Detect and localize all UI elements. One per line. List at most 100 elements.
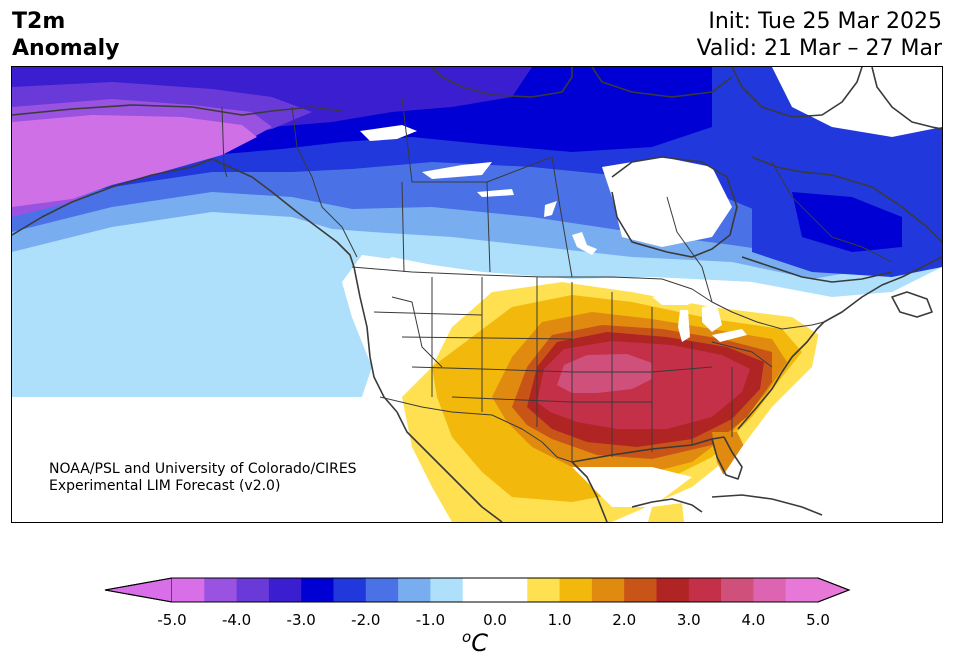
colorbar-segments — [104, 577, 851, 603]
coast-alaska-north — [12, 104, 343, 116]
colorbar-segment — [624, 578, 657, 602]
colorbar-segment — [333, 578, 367, 602]
colorbar-segment — [172, 578, 205, 602]
coast-bc — [211, 158, 355, 268]
colorbar-segment — [204, 578, 238, 602]
border-us-state-12 — [711, 341, 773, 368]
credit-text: NOAA/PSL and University of Colorado/CIRE… — [49, 461, 357, 495]
units-degree: o — [462, 628, 472, 646]
lake-reindeer — [544, 201, 557, 217]
colorbar-segment — [430, 578, 464, 602]
border-alaska-canada — [221, 106, 228, 178]
coast-florida — [711, 436, 743, 480]
border-ca-ab-sk — [401, 181, 405, 273]
colorbar-outline — [104, 577, 851, 603]
cold-band-extreme — [12, 115, 257, 207]
coast-quebec — [741, 256, 893, 283]
coast-gulf-north — [571, 436, 725, 463]
neutral-midwest — [482, 272, 802, 317]
border-ca-nwt-nu — [401, 96, 553, 183]
border-us-state-2 — [401, 336, 573, 340]
colorbar-tick-label: 3.0 — [676, 611, 701, 629]
anomaly-map — [11, 66, 943, 523]
lake-athabasca — [477, 189, 514, 197]
colorbar — [104, 577, 851, 603]
coast-newfoundland — [891, 291, 933, 318]
coast-atlantic — [737, 321, 825, 430]
lake-shapes — [360, 125, 747, 342]
coast-arctic-islands-2 — [591, 67, 733, 98]
cold-gap-north — [772, 67, 942, 137]
lake-huron — [702, 305, 722, 332]
colorbar-tick-label: 1.0 — [547, 611, 572, 629]
colorbar-tick-label: 4.0 — [741, 611, 766, 629]
warm-band-extreme — [557, 354, 652, 393]
border-ca-bc-ab — [321, 206, 358, 258]
coast-greenland — [871, 67, 942, 130]
border-ca-on-qc — [666, 196, 713, 303]
colorbar-segment — [559, 578, 593, 602]
colorbar-segment — [785, 578, 819, 602]
coast-hudson-bay — [611, 156, 738, 258]
map-title: T2m Anomaly — [12, 8, 119, 62]
colorbar-segment — [236, 578, 270, 602]
valid-date: Valid: 21 Mar – 27 Mar — [696, 36, 942, 61]
neutral-zones — [12, 257, 942, 522]
coast-yucatan — [631, 498, 703, 513]
colorbar-tick-label: -3.0 — [286, 611, 316, 629]
lake-superior — [652, 292, 702, 305]
units-celsius: C — [471, 629, 488, 657]
border-ca-mb-on — [551, 156, 573, 278]
colorbar-segment — [656, 578, 690, 602]
neutral-gulf — [572, 467, 692, 507]
lake-michigan — [678, 310, 690, 342]
lake-great-slave — [422, 162, 492, 179]
cold-lobe-east-core — [792, 192, 902, 252]
colorbar-segment — [268, 578, 302, 602]
neutral-west — [12, 257, 492, 522]
coast-arctic-islands-1 — [431, 67, 573, 98]
warm-mexico-south — [648, 503, 684, 522]
colorbar-segment — [688, 578, 722, 602]
credit-line-1: NOAA/PSL and University of Colorado/CIRE… — [49, 461, 357, 477]
coast-new-england — [823, 256, 942, 323]
border-us-state-1 — [373, 311, 483, 316]
colorbar-segment — [398, 578, 431, 602]
colorbar-tick-label: 0.0 — [483, 611, 507, 629]
title-variable: T2m — [12, 9, 66, 34]
colorbar-extend-max — [817, 577, 851, 603]
coastlines — [12, 67, 942, 522]
colorbar-extend-min — [104, 577, 173, 603]
colorbar-segment — [721, 578, 754, 602]
colorbar-segment — [301, 578, 334, 602]
colorbar-tick-label: -5.0 — [157, 611, 187, 629]
coast-alaska-south — [12, 158, 213, 236]
colorbar-tick-label: -2.0 — [351, 611, 381, 629]
colorbar-tick-label: 2.0 — [612, 611, 637, 629]
colorbar-tick-label: -4.0 — [221, 611, 252, 629]
border-ca-yukon-nwt — [291, 106, 323, 208]
map-svg — [12, 67, 942, 522]
title-type: Anomaly — [12, 36, 120, 61]
colorbar-tick-label: 5.0 — [806, 611, 830, 629]
cold-gap-hudson — [602, 157, 732, 247]
credit-line-2: Experimental LIM Forecast (v2.0) — [49, 478, 281, 494]
political-borders — [221, 96, 893, 463]
init-date: Init: Tue 25 Mar 2025 — [708, 9, 942, 34]
colorbar-segment — [591, 578, 625, 602]
neutral-atlantic — [692, 282, 942, 522]
colorbar-tick-label: -1.0 — [415, 611, 446, 629]
border-us-canada — [351, 266, 825, 330]
colorbar-segment — [753, 578, 787, 602]
coast-baffin — [731, 67, 863, 118]
lake-winnipeg — [572, 232, 597, 255]
border-ca-sk-mb — [486, 181, 491, 273]
lake-erie — [712, 329, 747, 342]
border-us-state-14 — [391, 296, 443, 368]
colorbar-segment — [495, 578, 528, 602]
coast-gulf-west — [571, 461, 608, 522]
coast-labrador — [751, 156, 942, 243]
colorbar-segment — [365, 578, 399, 602]
colorbar-segment — [527, 578, 561, 602]
border-us-mexico — [379, 396, 573, 463]
